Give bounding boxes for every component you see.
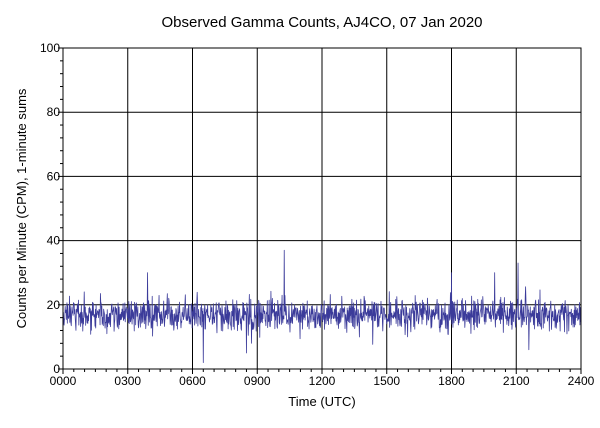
x-tick-label: 2400 — [568, 374, 595, 388]
y-tick-label: 80 — [47, 105, 61, 119]
x-tick-label: 0300 — [114, 374, 141, 388]
x-axis-label: Time (UTC) — [288, 394, 355, 409]
x-tick-label: 2100 — [503, 374, 530, 388]
y-axis-label: Counts per Minute (CPM), 1-minute sums — [14, 88, 29, 328]
y-tick-label: 0 — [53, 362, 60, 376]
y-tick-label: 60 — [47, 169, 61, 183]
y-tick-label: 100 — [40, 41, 60, 55]
x-tick-labels: 0000 0300 0600 0900 1200 1500 1800 2100 2400 — [50, 374, 595, 388]
x-tick-label: 1200 — [309, 374, 336, 388]
chart-title: Observed Gamma Counts, AJ4CO, 07 Jan 202… — [162, 14, 483, 31]
y-tick-label: 40 — [47, 234, 61, 248]
x-tick-label: 0600 — [179, 374, 206, 388]
x-tick-label: 0000 — [50, 374, 77, 388]
series-layer — [62, 249, 582, 363]
y-tick-label: 20 — [47, 298, 61, 312]
grid-lines — [58, 47, 582, 374]
x-tick-label: 0900 — [244, 374, 271, 388]
plot-frame — [62, 47, 582, 370]
x-tick-label: 1500 — [373, 374, 400, 388]
y-tick-labels: 0 20 40 60 80 100 — [40, 41, 60, 376]
x-tick-label: 1800 — [438, 374, 465, 388]
series-line — [62, 249, 582, 363]
